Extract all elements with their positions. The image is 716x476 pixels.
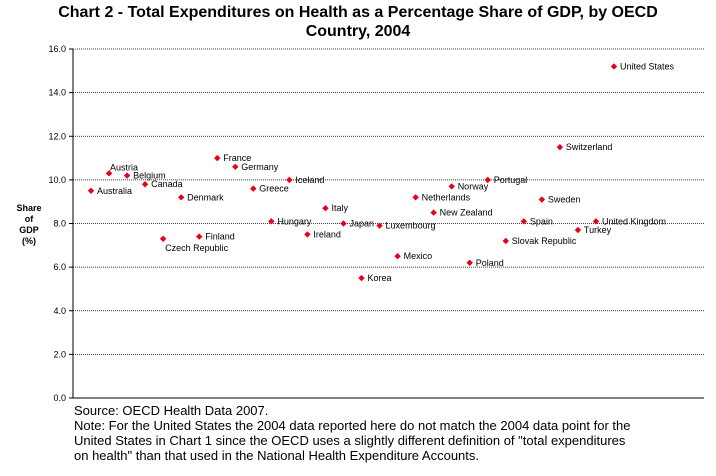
data-point [232, 163, 239, 170]
data-point [87, 187, 95, 194]
source-note: Source: OECD Health Data 2007. [74, 403, 269, 418]
point-label: Italy [331, 203, 348, 213]
y-tick-label: 10.0 [48, 175, 66, 185]
data-point [340, 220, 347, 227]
point-label: Korea [368, 273, 392, 283]
y-tick-label: 16.0 [48, 44, 66, 54]
chart-notes: Source: OECD Health Data 2007. Note: For… [74, 403, 710, 463]
note-line: Note: For the United States the 2004 dat… [74, 418, 631, 433]
data-point [196, 233, 203, 240]
data-points [87, 63, 618, 282]
data-point [376, 222, 383, 229]
data-point [592, 218, 600, 225]
point-label: Greece [259, 184, 289, 194]
point-label: Germany [241, 162, 279, 172]
point-label: Iceland [295, 175, 324, 185]
point-label: France [223, 153, 251, 163]
data-point [502, 237, 509, 245]
data-point [177, 194, 185, 201]
data-point [141, 181, 149, 188]
point-label: Slovak Republic [512, 236, 577, 246]
data-point [358, 274, 365, 282]
y-tick-label: 2.0 [53, 349, 66, 359]
point-label: Switzerland [566, 142, 613, 152]
point-label: Belgium [133, 171, 166, 181]
point-label: Canada [151, 179, 183, 189]
data-point [250, 185, 257, 192]
chart-title-line-2: Country, 2004 [305, 23, 411, 40]
point-label: Poland [476, 258, 504, 268]
data-point [556, 143, 564, 151]
data-point [448, 183, 455, 190]
point-label: Ireland [313, 229, 341, 239]
point-label: Czech Republic [165, 243, 229, 253]
point-label: Finland [205, 232, 235, 242]
grid-lines [73, 48, 704, 355]
point-label: New Zealand [440, 208, 493, 218]
chart-title: Chart 2 - Total Expenditures on Health a… [0, 3, 716, 41]
data-point [412, 194, 419, 201]
data-point [304, 231, 311, 238]
y-tick-label: 14.0 [48, 88, 66, 98]
y-tick-label: 8.0 [53, 219, 66, 229]
data-point [466, 259, 473, 266]
axes [69, 48, 704, 399]
data-point [322, 205, 329, 212]
data-point [286, 176, 293, 184]
data-point [484, 176, 491, 184]
data-point [105, 170, 113, 177]
y-axis-label-line: Share [16, 203, 42, 213]
point-label: Australia [97, 186, 132, 196]
point-label: Denmark [187, 192, 224, 202]
data-point [214, 154, 221, 162]
data-point [574, 226, 582, 234]
point-label: Hungary [277, 216, 312, 226]
data-point [159, 235, 167, 242]
point-label: Portugal [494, 175, 528, 185]
note-line: United States in Chart 1 since the OECD … [74, 433, 626, 448]
data-point [538, 196, 546, 203]
data-point [610, 63, 618, 70]
y-axis-label-line: of [24, 214, 34, 224]
point-label: Norway [458, 181, 489, 191]
point-label: Sweden [548, 195, 581, 205]
point-label: Netherlands [422, 192, 471, 202]
point-label: Turkey [584, 225, 612, 235]
note-line: on health" than that used in the Nationa… [74, 448, 479, 463]
y-axis-label-line: GDP [19, 225, 39, 235]
point-label: Mexico [404, 251, 433, 261]
y-tick-label: 6.0 [53, 262, 66, 272]
y-axis-label-line: (%) [22, 236, 36, 246]
y-axis-label: Share of GDP (%) [14, 203, 44, 247]
y-tick-label: 12.0 [48, 131, 66, 141]
chart-title-line-1: Chart 2 - Total Expenditures on Health a… [58, 4, 658, 21]
point-label: Austria [110, 162, 138, 172]
data-point [268, 218, 275, 225]
y-tick-labels: 0.0 2.0 4.0 6.0 8.0 10.0 12.0 14.0 16.0 [48, 44, 66, 403]
data-point [520, 218, 528, 225]
data-point [394, 253, 401, 260]
data-point [430, 209, 437, 216]
point-label: United States [620, 61, 675, 71]
y-tick-label: 0.0 [53, 393, 66, 403]
point-label: United Kingdom [602, 216, 666, 226]
point-label: Spain [530, 216, 553, 226]
point-label: Japan [349, 219, 374, 229]
data-point [123, 172, 131, 179]
point-label: Luxembourg [386, 221, 436, 231]
y-tick-label: 4.0 [53, 306, 66, 316]
